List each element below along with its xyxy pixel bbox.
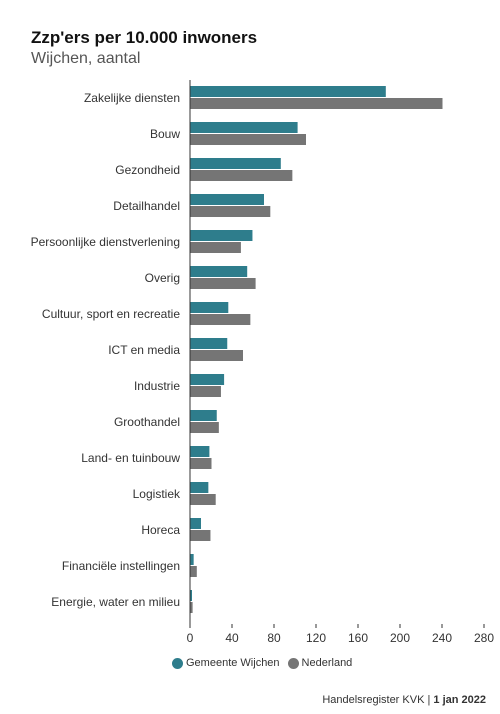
x-tick-label: 200 [390,631,410,645]
category-label: Zakelijke diensten [84,91,180,105]
x-tick-label: 240 [432,631,452,645]
category-label: Industrie [134,379,180,393]
category-label: ICT en media [108,343,180,357]
category-label: Detailhandel [113,199,180,213]
category-label: Horeca [141,523,180,537]
category-label: Groothandel [114,415,180,429]
bar-wijchen [191,590,193,601]
bar-wijchen [191,86,386,97]
legend-label-wijchen: Gemeente Wijchen [186,657,280,669]
source-date: 1 jan 2022 [433,694,486,706]
bar-wijchen [191,374,225,385]
bar-nederland [191,98,443,109]
x-tick-label: 40 [225,631,239,645]
bar-wijchen [191,338,228,349]
category-label: Cultuur, sport en recreatie [42,307,180,321]
bar-nederland [191,422,219,433]
source-separator: | [427,694,430,706]
category-label: Financiële instellingen [62,559,180,573]
bar-wijchen [191,410,217,421]
bar-nederland [191,350,244,361]
bar-nederland [191,278,256,289]
bar-nederland [191,206,271,217]
category-label: Overig [145,271,180,285]
bar-wijchen [191,518,202,529]
category-label: Logistiek [133,487,181,501]
bar-wijchen [191,194,265,205]
bar-nederland [191,242,241,253]
bar-nederland [191,530,211,541]
bar-wijchen [191,230,253,241]
bar-nederland [191,566,197,577]
bar-nederland [191,458,212,469]
bar-nederland [191,314,251,325]
legend: Gemeente Wijchen Nederland [172,657,360,669]
legend-item-wijchen: Gemeente Wijchen [172,657,280,669]
x-tick-label: 160 [348,631,368,645]
category-label: Persoonlijke dienstverlening [31,235,180,249]
category-label: Gezondheid [115,163,180,177]
legend-swatch-wijchen [172,658,183,669]
x-tick-label: 0 [187,631,194,645]
bar-nederland [191,134,307,145]
category-label: Land- en tuinbouw [81,451,180,465]
bar-wijchen [191,266,248,277]
x-tick-label: 80 [267,631,281,645]
bar-nederland [191,170,293,181]
bar-nederland [191,602,193,613]
legend-label-nederland: Nederland [302,657,353,669]
bar-wijchen [191,554,194,565]
bar-wijchen [191,302,229,313]
category-label: Bouw [150,127,180,141]
x-tick-label: 120 [306,631,326,645]
source-note: Handelsregister KVK | 1 jan 2022 [322,694,486,706]
source-text: Handelsregister KVK [322,694,424,706]
legend-swatch-nederland [288,658,299,669]
bar-wijchen [191,446,210,457]
legend-item-nederland: Nederland [288,657,353,669]
bar-wijchen [191,158,281,169]
bar-nederland [191,386,221,397]
bar-nederland [191,494,216,505]
bar-chart: Zakelijke diensten Bouw Gezondheid Detailha… [0,0,500,650]
category-label: Energie, water en milieu [51,595,180,609]
bar-wijchen [191,482,209,493]
bar-wijchen [191,122,298,133]
x-tick-label: 280 [474,631,494,645]
